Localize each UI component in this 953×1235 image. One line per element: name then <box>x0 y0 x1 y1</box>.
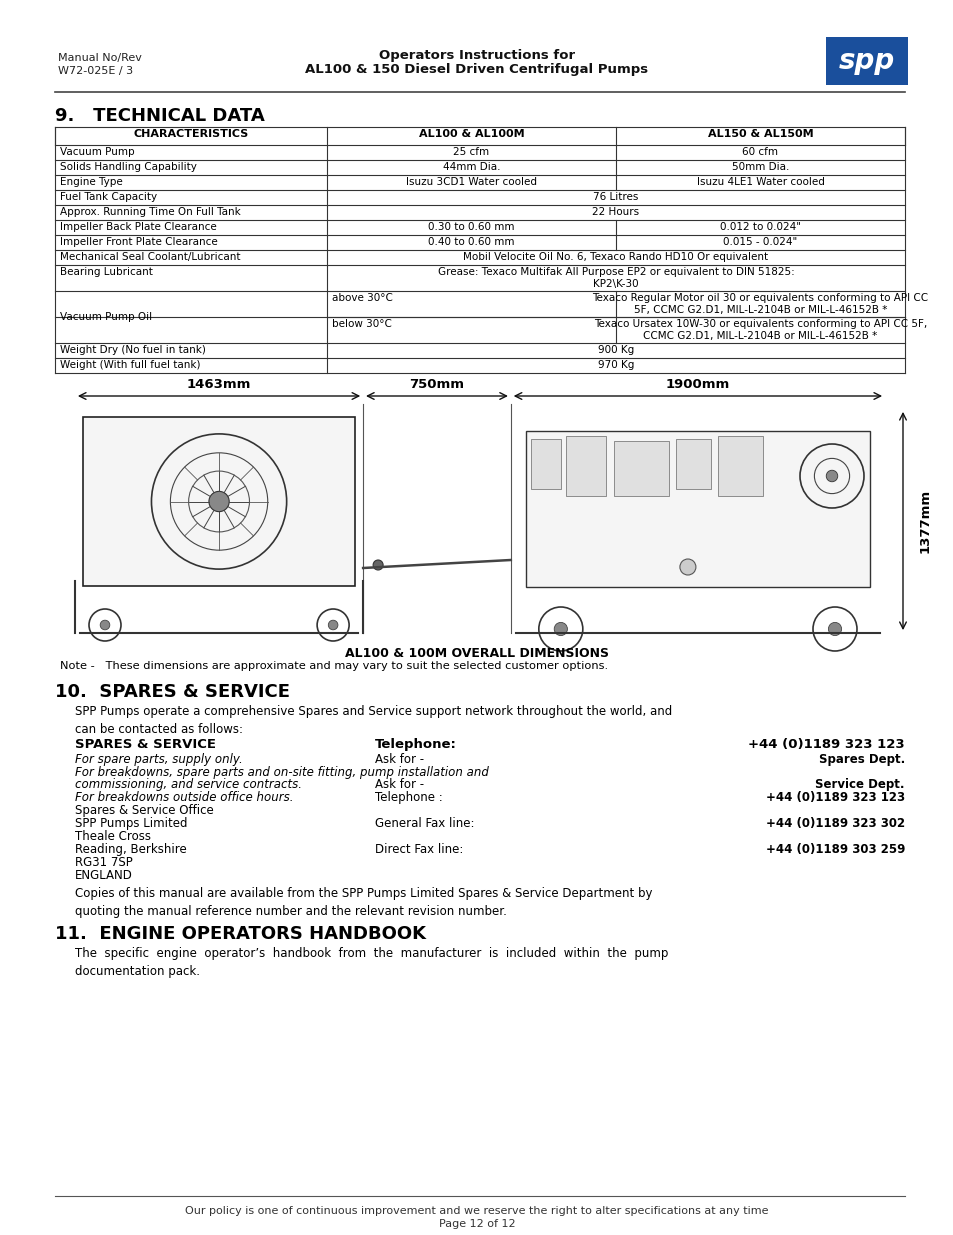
Circle shape <box>100 620 110 630</box>
Text: Manual No/Rev: Manual No/Rev <box>58 53 142 63</box>
Bar <box>613 441 668 496</box>
Text: 22 Hours: 22 Hours <box>592 207 639 217</box>
Text: W72-025E / 3: W72-025E / 3 <box>58 65 133 77</box>
Text: The  specific  engine  operator’s  handbook  from  the  manufacturer  is  includ: The specific engine operator’s handbook … <box>75 947 668 978</box>
Text: Engine Type: Engine Type <box>60 177 123 186</box>
Circle shape <box>825 471 837 482</box>
Text: Impeller Front Plate Clearance: Impeller Front Plate Clearance <box>60 237 217 247</box>
Bar <box>825 37 907 85</box>
Text: Ask for -: Ask for - <box>375 778 424 790</box>
Bar <box>525 431 869 587</box>
Text: Bearing Lubricant: Bearing Lubricant <box>60 267 152 277</box>
Text: 0.015 - 0.024": 0.015 - 0.024" <box>722 237 797 247</box>
Text: Vacuum Pump Oil: Vacuum Pump Oil <box>60 312 152 322</box>
Text: Our policy is one of continuous improvement and we reserve the right to alter sp: Our policy is one of continuous improvem… <box>185 1207 768 1216</box>
Text: spp: spp <box>838 47 894 75</box>
Circle shape <box>328 620 337 630</box>
Text: above 30°C: above 30°C <box>332 293 393 303</box>
Text: General Fax line:: General Fax line: <box>375 818 474 830</box>
Text: 1463mm: 1463mm <box>187 378 251 391</box>
Text: AL150 & AL150M: AL150 & AL150M <box>707 128 813 140</box>
Text: Texaco Ursatex 10W-30 or equivalents conforming to API CC 5F,
CCMC G2.D1, MIL-L-: Texaco Ursatex 10W-30 or equivalents con… <box>594 319 926 341</box>
Bar <box>717 436 762 496</box>
Text: below 30°C: below 30°C <box>332 319 392 329</box>
Text: 1377mm: 1377mm <box>918 489 931 553</box>
Text: 970 Kg: 970 Kg <box>598 359 634 370</box>
Text: ENGLAND: ENGLAND <box>75 869 132 882</box>
Text: For spare parts, supply only.: For spare parts, supply only. <box>75 753 242 766</box>
Text: Weight (With full fuel tank): Weight (With full fuel tank) <box>60 359 200 370</box>
Text: commissioning, and service contracts.: commissioning, and service contracts. <box>75 778 302 790</box>
Text: Operators Instructions for: Operators Instructions for <box>378 49 575 62</box>
Text: Service Dept.: Service Dept. <box>815 778 904 790</box>
Text: Telephone:: Telephone: <box>375 739 456 751</box>
Text: 9.   TECHNICAL DATA: 9. TECHNICAL DATA <box>55 107 265 125</box>
Text: Fuel Tank Capacity: Fuel Tank Capacity <box>60 191 157 203</box>
Text: Vacuum Pump: Vacuum Pump <box>60 147 134 157</box>
Text: SPARES & SERVICE: SPARES & SERVICE <box>75 739 215 751</box>
Bar <box>83 417 355 585</box>
Text: Reading, Berkshire: Reading, Berkshire <box>75 844 187 856</box>
Text: 1900mm: 1900mm <box>665 378 729 391</box>
Text: AL100 & 100M OVERALL DIMENSIONS: AL100 & 100M OVERALL DIMENSIONS <box>345 647 608 659</box>
Text: SPP Pumps Limited: SPP Pumps Limited <box>75 818 188 830</box>
Text: 76 Litres: 76 Litres <box>593 191 638 203</box>
Text: Solids Handling Capability: Solids Handling Capability <box>60 162 196 172</box>
Text: Page 12 of 12: Page 12 of 12 <box>438 1219 515 1229</box>
Bar <box>530 438 560 489</box>
Text: SPP Pumps operate a comprehensive Spares and Service support network throughout : SPP Pumps operate a comprehensive Spares… <box>75 705 672 736</box>
Text: Spares Dept.: Spares Dept. <box>818 753 904 766</box>
Text: AL100 & 150 Diesel Driven Centrifugal Pumps: AL100 & 150 Diesel Driven Centrifugal Pu… <box>305 63 648 77</box>
Circle shape <box>209 492 229 511</box>
Text: +44 (0)1189 323 302: +44 (0)1189 323 302 <box>765 818 904 830</box>
Text: 11.  ENGINE OPERATORS HANDBOOK: 11. ENGINE OPERATORS HANDBOOK <box>55 925 426 944</box>
Text: AL100 & AL100M: AL100 & AL100M <box>418 128 524 140</box>
Circle shape <box>373 559 383 571</box>
Text: Mobil Velocite Oil No. 6, Texaco Rando HD10 Or equivalent: Mobil Velocite Oil No. 6, Texaco Rando H… <box>463 252 768 262</box>
Text: 0.30 to 0.60 mm: 0.30 to 0.60 mm <box>428 222 515 232</box>
Text: Theale Cross: Theale Cross <box>75 830 151 844</box>
Text: Isuzu 4LE1 Water cooled: Isuzu 4LE1 Water cooled <box>696 177 823 186</box>
Text: 25 cfm: 25 cfm <box>453 147 489 157</box>
Text: Weight Dry (No fuel in tank): Weight Dry (No fuel in tank) <box>60 345 206 354</box>
Circle shape <box>554 622 567 636</box>
Circle shape <box>679 559 695 576</box>
Text: CHARACTERISTICS: CHARACTERISTICS <box>133 128 249 140</box>
Text: Note -   These dimensions are approximate and may vary to suit the selected cust: Note - These dimensions are approximate … <box>60 661 607 671</box>
Text: +44 (0)1189 323 123: +44 (0)1189 323 123 <box>747 739 904 751</box>
Text: RG31 7SP: RG31 7SP <box>75 856 132 869</box>
Text: Mechanical Seal Coolant/Lubricant: Mechanical Seal Coolant/Lubricant <box>60 252 240 262</box>
Bar <box>675 438 710 489</box>
Text: +44 (0)1189 323 123: +44 (0)1189 323 123 <box>765 790 904 804</box>
Text: For breakdowns, spare parts and on-site fitting, pump installation and: For breakdowns, spare parts and on-site … <box>75 766 488 779</box>
Circle shape <box>827 622 841 636</box>
Text: Impeller Back Plate Clearance: Impeller Back Plate Clearance <box>60 222 216 232</box>
Text: 50mm Dia.: 50mm Dia. <box>731 162 788 172</box>
Text: Texaco Regular Motor oil 30 or equivalents conforming to API CC
5F, CCMC G2.D1, : Texaco Regular Motor oil 30 or equivalen… <box>592 293 927 315</box>
Bar <box>565 436 605 496</box>
Text: Direct Fax line:: Direct Fax line: <box>375 844 463 856</box>
Text: Telephone :: Telephone : <box>375 790 442 804</box>
Text: Isuzu 3CD1 Water cooled: Isuzu 3CD1 Water cooled <box>406 177 537 186</box>
Text: 900 Kg: 900 Kg <box>598 345 634 354</box>
Text: +44 (0)1189 303 259: +44 (0)1189 303 259 <box>765 844 904 856</box>
Text: 10.  SPARES & SERVICE: 10. SPARES & SERVICE <box>55 683 290 701</box>
Text: 750mm: 750mm <box>409 378 464 391</box>
Text: Ask for -: Ask for - <box>375 753 424 766</box>
Text: Copies of this manual are available from the SPP Pumps Limited Spares & Service : Copies of this manual are available from… <box>75 887 652 918</box>
Text: Spares & Service Office: Spares & Service Office <box>75 804 213 818</box>
Text: For breakdowns outside office hours.: For breakdowns outside office hours. <box>75 790 294 804</box>
Text: Grease: Texaco Multifak All Purpose EP2 or equivalent to DIN 51825:
KP2\K-30: Grease: Texaco Multifak All Purpose EP2 … <box>437 267 794 289</box>
Text: 0.012 to 0.024": 0.012 to 0.024" <box>720 222 801 232</box>
Text: 60 cfm: 60 cfm <box>741 147 778 157</box>
Text: 0.40 to 0.60 mm: 0.40 to 0.60 mm <box>428 237 515 247</box>
Text: 44mm Dia.: 44mm Dia. <box>442 162 499 172</box>
Text: Approx. Running Time On Full Tank: Approx. Running Time On Full Tank <box>60 207 240 217</box>
